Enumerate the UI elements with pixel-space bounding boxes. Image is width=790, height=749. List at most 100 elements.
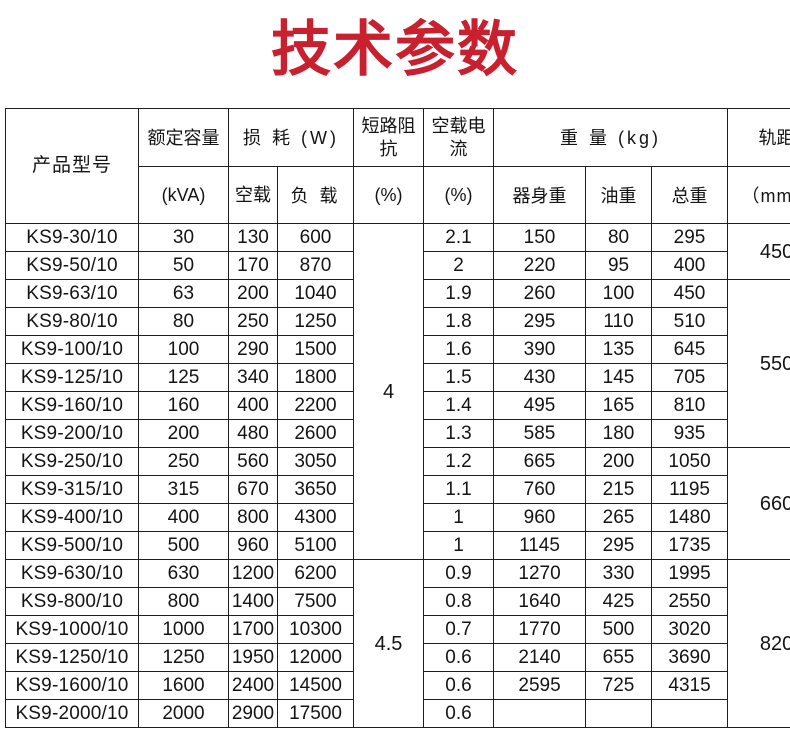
cell-noload-current: 1.1 <box>423 475 495 504</box>
table-row: KS9-100/10 100 290 1500 1.6 390 135 645 <box>5 335 790 364</box>
table-body: KS9-30/10 30 130 600 4 2.1 150 80 295 450 KS9-50/1… <box>5 223 790 728</box>
cell-weight-core: 585 <box>493 419 587 448</box>
table-row: KS9-160/10 160 400 2200 1.4 495 165 810 <box>5 391 790 420</box>
table-row: KS9-125/10 125 340 1800 1.5 430 145 705 <box>5 363 790 392</box>
cell-noload-current: 2 <box>423 251 495 280</box>
table-row: KS9-63/10 63 200 1040 1.9 260 100 450 550 <box>5 279 790 448</box>
header-loss-noload: 空载 <box>228 166 278 224</box>
cell-model: KS9-2000/10 <box>5 699 139 728</box>
cell-weight-total: 4315 <box>651 671 729 700</box>
table-row: KS9-2000/10 2000 2900 17500 0.6 <box>5 699 790 728</box>
cell-loss-load: 1250 <box>276 307 355 336</box>
cell-model: KS9-500/10 <box>5 531 139 560</box>
cell-model: KS9-1250/10 <box>5 643 139 672</box>
table-row: KS9-400/10 400 800 4300 1 960 265 1480 <box>5 503 790 532</box>
cell-weight-core <box>493 699 587 728</box>
cell-weight-oil: 110 <box>585 307 653 336</box>
cell-model: KS9-50/10 <box>5 251 139 280</box>
header-weight-total: 总重 <box>651 166 729 224</box>
table-row: KS9-250/10 250 560 3050 1.2 665 200 1050 660 <box>5 447 790 560</box>
cell-weight-oil: 100 <box>585 279 653 308</box>
cell-gauge: 550 <box>727 279 790 448</box>
cell-model: KS9-315/10 <box>5 475 139 504</box>
cell-weight-total: 705 <box>651 363 729 392</box>
header-row-units: (kVA) 空载 负 载 (%) (%) 器身重 油重 总重 （mm） <box>6 166 790 224</box>
header-rated-capacity-unit: (kVA) <box>138 166 229 224</box>
cell-loss-load: 10300 <box>276 615 355 644</box>
cell-weight-oil: 500 <box>585 615 653 644</box>
cell-model: KS9-200/10 <box>5 419 139 448</box>
cell-rated-capacity: 80 <box>138 307 229 336</box>
cell-weight-core: 295 <box>493 307 587 336</box>
cell-weight-oil: 265 <box>585 503 653 532</box>
table-header: 产品型号 额定容量 损 耗 (W) 短路阻抗 空载电流 重 量 (kg) 轨距 … <box>5 108 790 224</box>
cell-weight-core: 2595 <box>493 671 587 700</box>
cell-noload-current: 2.1 <box>423 223 495 252</box>
cell-weight-core: 1270 <box>493 559 587 588</box>
cell-noload-current: 0.7 <box>423 615 495 644</box>
cell-loss-load: 1500 <box>276 335 355 364</box>
cell-model: KS9-250/10 <box>5 447 139 476</box>
header-noload-current: 空载电流 <box>423 108 495 167</box>
cell-loss-load: 17500 <box>276 699 355 728</box>
cell-loss-noload: 130 <box>228 223 278 252</box>
cell-loss-load: 600 <box>276 223 355 252</box>
cell-weight-total: 510 <box>651 307 729 336</box>
cell-noload-current: 1.6 <box>423 335 495 364</box>
cell-loss-noload: 290 <box>228 335 278 364</box>
cell-weight-core: 430 <box>493 363 587 392</box>
cell-weight-oil: 180 <box>585 419 653 448</box>
table-row: KS9-500/10 500 960 5100 1 1145 295 1735 <box>5 531 790 560</box>
cell-model: KS9-1000/10 <box>5 615 139 644</box>
cell-noload-current: 1.5 <box>423 363 495 392</box>
table-row: KS9-50/10 50 170 870 2 220 95 400 <box>5 251 790 280</box>
cell-rated-capacity: 125 <box>138 363 229 392</box>
cell-rated-capacity: 63 <box>138 279 229 308</box>
cell-weight-core: 1770 <box>493 615 587 644</box>
cell-weight-core: 665 <box>493 447 587 476</box>
cell-weight-total <box>651 699 729 728</box>
cell-rated-capacity: 315 <box>138 475 229 504</box>
cell-loss-noload: 250 <box>228 307 278 336</box>
cell-weight-core: 390 <box>493 335 587 364</box>
header-noload-current-unit: (%) <box>423 166 495 224</box>
cell-weight-total: 2550 <box>651 587 729 616</box>
cell-weight-core: 260 <box>493 279 587 308</box>
cell-loss-load: 2600 <box>276 419 355 448</box>
cell-loss-load: 1800 <box>276 363 355 392</box>
spec-table-container: 产品型号 额定容量 损 耗 (W) 短路阻抗 空载电流 重 量 (kg) 轨距 … <box>0 108 790 728</box>
cell-rated-capacity: 800 <box>138 587 229 616</box>
cell-gauge: 450 <box>727 223 790 280</box>
cell-loss-load: 1040 <box>276 279 355 308</box>
cell-rated-capacity: 400 <box>138 503 229 532</box>
cell-weight-oil <box>585 699 653 728</box>
cell-weight-total: 810 <box>651 391 729 420</box>
cell-weight-total: 450 <box>651 279 729 308</box>
cell-weight-total: 645 <box>651 335 729 364</box>
cell-loss-load: 7500 <box>276 587 355 616</box>
cell-loss-load: 2200 <box>276 391 355 420</box>
cell-weight-total: 1480 <box>651 503 729 532</box>
cell-gauge: 820 <box>727 559 790 728</box>
cell-weight-core: 2140 <box>493 643 587 672</box>
title-container: 技术参数 <box>0 0 790 108</box>
cell-loss-noload: 170 <box>228 251 278 280</box>
cell-gauge: 660 <box>727 447 790 560</box>
header-loss-load: 负 载 <box>276 166 355 224</box>
header-gauge-unit: （mm） <box>727 166 790 224</box>
header-impedance: 短路阻抗 <box>353 108 425 167</box>
header-weight-group: 重 量 (kg) <box>493 108 729 167</box>
cell-rated-capacity: 1600 <box>138 671 229 700</box>
cell-noload-current: 1.4 <box>423 391 495 420</box>
cell-weight-total: 1735 <box>651 531 729 560</box>
cell-noload-current: 1.2 <box>423 447 495 476</box>
cell-model: KS9-800/10 <box>5 587 139 616</box>
cell-weight-total: 935 <box>651 419 729 448</box>
cell-loss-noload: 2400 <box>228 671 278 700</box>
cell-weight-oil: 295 <box>585 531 653 560</box>
cell-weight-oil: 80 <box>585 223 653 252</box>
cell-rated-capacity: 630 <box>138 559 229 588</box>
cell-loss-load: 6200 <box>276 559 355 588</box>
cell-loss-noload: 480 <box>228 419 278 448</box>
